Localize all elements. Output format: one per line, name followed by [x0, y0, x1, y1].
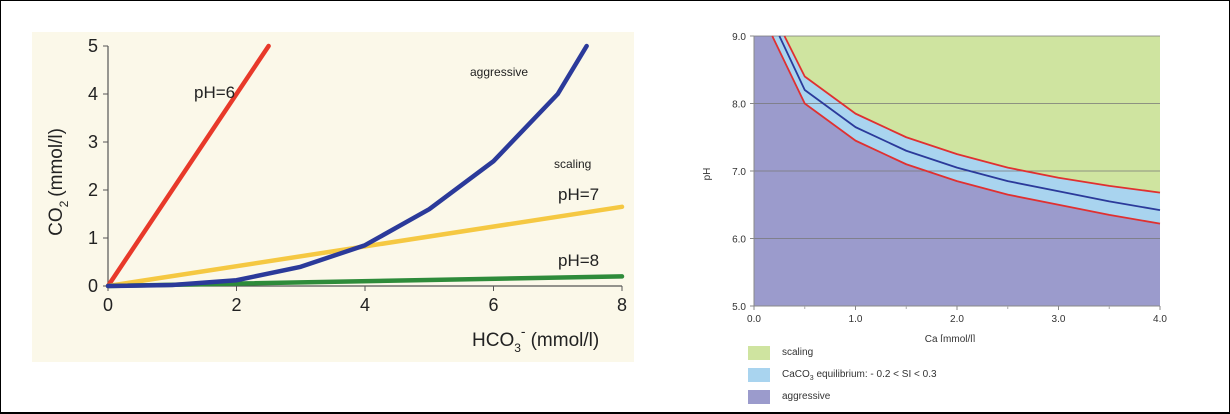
- left-y-tick-label: 1: [88, 228, 98, 248]
- series-curve-boundary: [105, 43, 589, 289]
- right-y-tick-label: 8.0: [732, 100, 746, 111]
- legend-label-aggressive: aggressive: [782, 391, 831, 402]
- ph-ca-chart: 0.0 1.0 2.0 3.0 4.0 5.0 6.0 7.0 8.0 9.0 Ca [mmol/…: [702, 32, 1167, 345]
- right-y-axis-label: pH: [702, 168, 713, 181]
- lower-boundary-curve: [771, 35, 1161, 225]
- annotation-ph8: pH=8: [558, 251, 599, 270]
- left-chart-panel: 0 2 4 6 8 0 1 2 3 4 5 pH=6 aggressive scaling pH=7…: [32, 32, 634, 362]
- right-y-tick-label: 7.0: [732, 167, 746, 178]
- legend-label-equilibrium-sub: 3: [809, 375, 814, 382]
- right-y-tick-label: 9.0: [732, 32, 746, 43]
- frame-bottom-border: [0, 412, 1230, 413]
- y-axis-label: CO2 (mmol/l): [46, 128, 71, 236]
- x-axis-label-main: HCO: [472, 330, 514, 351]
- legend-label-equilibrium-main: CaCO: [782, 369, 810, 380]
- upper-boundary-curve: [783, 35, 1161, 194]
- left-x-tick-label: 6: [488, 295, 498, 315]
- left-y-tick-label: 5: [88, 36, 98, 56]
- y-axis-label-unit: (mmol/l): [46, 128, 67, 197]
- annotation-ph7: pH=7: [558, 185, 599, 204]
- x-axis-label: HCO3- (mmol/l): [472, 323, 599, 355]
- right-y-tick-label: 5.0: [732, 302, 746, 313]
- right-x-tick-label: 0.0: [747, 314, 761, 325]
- co2-hco3-chart: 0 2 4 6 8 0 1 2 3 4 5 pH=6 aggressive scaling pH=7…: [46, 36, 627, 355]
- y-axis-label-sub: 2: [57, 200, 71, 207]
- left-y-tick-label: 2: [88, 180, 98, 200]
- right-x-axis-label: Ca [mmol/l]: [925, 334, 976, 342]
- right-chart-panel: 0.0 1.0 2.0 3.0 4.0 5.0 6.0 7.0 8.0 9.0 Ca [mmol/…: [700, 26, 1200, 406]
- left-x-tick-label: 0: [103, 295, 113, 315]
- x-axis-label-sub: 3: [514, 341, 521, 355]
- legend-swatch-aggressive: [748, 390, 770, 404]
- left-x-tick-label: 8: [617, 295, 627, 315]
- legend-label-equilibrium: CaCO3 equilibrium: - 0.2 < SI < 0.3: [782, 369, 937, 382]
- right-x-tick-label: 1.0: [849, 314, 863, 325]
- left-x-tick-label: 2: [231, 295, 241, 315]
- right-x-tick-label: 3.0: [1052, 314, 1066, 325]
- left-y-tick-label: 0: [88, 276, 98, 296]
- left-y-tick-label: 3: [88, 132, 98, 152]
- left-x-tick-label: 4: [360, 295, 370, 315]
- legend-swatch-equilibrium: [748, 368, 770, 382]
- right-y-tick-label: 6.0: [732, 235, 746, 246]
- y-axis-label-main: CO: [46, 207, 67, 236]
- annotation-aggressive: aggressive: [470, 65, 528, 79]
- annotation-scaling: scaling: [554, 157, 591, 171]
- right-x-tick-label: 2.0: [950, 314, 964, 325]
- right-x-tick-label: 4.0: [1153, 314, 1167, 325]
- legend-swatch-scaling: [748, 346, 770, 360]
- legend-label-scaling: scaling: [782, 347, 814, 358]
- left-y-tick-label: 4: [88, 84, 98, 104]
- legend-label-equilibrium-rest: equilibrium: - 0.2 < SI < 0.3: [813, 369, 937, 380]
- annotation-ph6: pH=6: [194, 83, 235, 102]
- x-axis-label-sup: -: [521, 323, 526, 339]
- series-line-ph6: [105, 43, 271, 289]
- x-axis-label-unit: (mmol/l): [531, 330, 600, 351]
- equilibrium-curve: [778, 35, 1161, 212]
